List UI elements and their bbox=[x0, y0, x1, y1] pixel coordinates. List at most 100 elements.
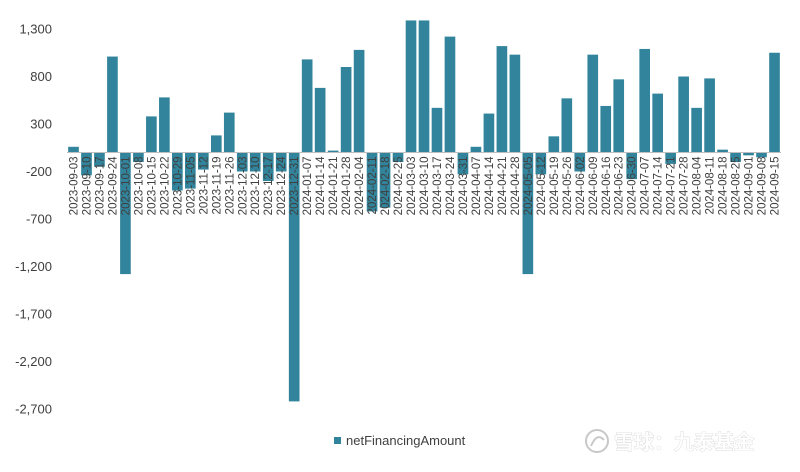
x-tick-label: 2024-07-21 bbox=[666, 157, 678, 216]
x-tick-label: 2024-07-07 bbox=[640, 157, 652, 216]
x-tick-label: 2023-12-24 bbox=[276, 156, 288, 215]
bar bbox=[561, 98, 573, 153]
legend-label: netFinancingAmount bbox=[346, 433, 466, 448]
bar bbox=[730, 152, 741, 162]
x-tick-label: 2023-11-12 bbox=[198, 157, 210, 215]
y-tick-label: 800 bbox=[30, 69, 52, 84]
x-tick-label: 2024-01-28 bbox=[341, 157, 353, 216]
bars bbox=[68, 20, 780, 402]
x-tick-label: 2024-08-18 bbox=[718, 157, 730, 216]
bar bbox=[691, 107, 702, 153]
bar bbox=[626, 152, 638, 180]
x-tick-label: 2024-03-31 bbox=[458, 157, 470, 216]
legend: netFinancingAmount bbox=[334, 433, 466, 448]
x-tick-label: 2024-02-11 bbox=[367, 157, 379, 215]
watermark-text: 雪球：九泰基金 bbox=[614, 430, 755, 454]
snowball-logo-icon bbox=[585, 429, 609, 453]
bar bbox=[431, 107, 443, 153]
bar bbox=[639, 48, 651, 153]
bar bbox=[587, 54, 599, 153]
x-tick-label: 2023-10-22 bbox=[159, 157, 171, 216]
bar bbox=[574, 152, 586, 172]
y-axis: 1,300 800 300 -200 -700 -1,200 -1,700 -2,200 -2,… bbox=[15, 22, 52, 417]
bar bbox=[210, 135, 222, 153]
y-tick-label: 300 bbox=[30, 117, 52, 132]
x-tick-label: 2024-03-10 bbox=[419, 157, 431, 216]
x-tick-label: 2024-08-25 bbox=[731, 157, 743, 216]
x-tick-label: 2023-11-26 bbox=[224, 157, 236, 215]
y-tick-label: -1,200 bbox=[15, 259, 52, 274]
y-tick-label: -2,700 bbox=[15, 402, 52, 417]
bar bbox=[717, 149, 728, 153]
x-tick-label: 2023-12-03 bbox=[237, 157, 249, 216]
x-tick-label: 2024-02-04 bbox=[354, 156, 366, 215]
bar bbox=[301, 59, 313, 153]
x-tick-label: 2024-06-23 bbox=[614, 157, 626, 216]
y-tick-label: -200 bbox=[26, 164, 52, 179]
x-tick-label: 2024-03-24 bbox=[445, 156, 457, 215]
bar bbox=[366, 152, 378, 212]
x-axis-tick-labels: 2023-09-03 2023-09-10 2023-09-17 2023-09-24… bbox=[68, 156, 781, 215]
x-tick-label: 2024-05-12 bbox=[536, 157, 548, 216]
x-tick-label: 2024-02-25 bbox=[393, 157, 405, 216]
bar bbox=[146, 116, 157, 153]
y-tick-label: -1,700 bbox=[15, 307, 52, 322]
bar bbox=[288, 152, 300, 402]
x-tick-label: 2024-08-04 bbox=[692, 156, 704, 215]
x-tick-label: 2024-01-21 bbox=[328, 157, 340, 216]
bar bbox=[522, 152, 534, 275]
legend-swatch bbox=[334, 437, 341, 444]
x-tick-label: 2023-10-01 bbox=[120, 157, 132, 216]
x-tick-label: 2024-05-26 bbox=[562, 157, 574, 216]
x-tick-label: 2024-06-16 bbox=[601, 157, 613, 216]
x-tick-label: 2024-08-11 bbox=[705, 157, 717, 215]
bar bbox=[172, 152, 183, 191]
x-tick-label: 2024-09-15 bbox=[770, 157, 782, 216]
bar bbox=[223, 112, 235, 153]
x-tick-label: 2024-01-14 bbox=[315, 156, 327, 215]
bar bbox=[444, 36, 456, 153]
bar bbox=[197, 152, 209, 170]
bar bbox=[496, 46, 508, 153]
bar bbox=[94, 152, 105, 167]
x-tick-label: 2024-06-02 bbox=[575, 157, 587, 216]
bar bbox=[353, 49, 365, 153]
x-tick-label: 2023-12-31 bbox=[289, 157, 301, 216]
x-tick-label: 2024-04-07 bbox=[471, 157, 483, 216]
x-tick-label: 2023-12-10 bbox=[250, 157, 262, 216]
bar bbox=[249, 152, 261, 172]
x-tick-label: 2023-11-05 bbox=[185, 157, 197, 215]
x-tick-label: 2023-10-15 bbox=[146, 157, 158, 216]
x-tick-label: 2023-09-03 bbox=[68, 157, 80, 216]
bar bbox=[107, 56, 118, 153]
bar bbox=[756, 152, 767, 158]
bar bbox=[81, 152, 92, 176]
x-tick-label: 2024-04-28 bbox=[510, 157, 522, 216]
bar bbox=[275, 152, 287, 172]
x-tick-label: 2023-09-24 bbox=[107, 156, 119, 215]
bar bbox=[665, 152, 676, 164]
bar bbox=[262, 152, 274, 181]
bar bbox=[457, 152, 469, 175]
bar bbox=[327, 150, 339, 153]
bar bbox=[379, 152, 391, 208]
bar bbox=[483, 113, 495, 153]
x-tick-label: 2024-03-17 bbox=[432, 157, 444, 216]
bar bbox=[652, 93, 663, 153]
x-tick-label: 2024-04-14 bbox=[484, 156, 496, 215]
x-tick-label: 2024-07-14 bbox=[653, 156, 665, 215]
x-tick-label: 2024-06-30 bbox=[627, 157, 639, 216]
bar bbox=[613, 79, 625, 153]
x-tick-label: 2024-07-28 bbox=[679, 157, 691, 216]
bar bbox=[769, 52, 780, 153]
x-tick-label: 2024-01-07 bbox=[302, 157, 314, 216]
x-tick-label: 2024-04-21 bbox=[497, 157, 509, 216]
x-tick-label: 2023-09-17 bbox=[94, 157, 106, 216]
bar bbox=[133, 152, 144, 162]
bar bbox=[600, 105, 612, 153]
x-tick-label: 2024-09-01 bbox=[744, 157, 756, 216]
y-tick-label: -2,200 bbox=[15, 354, 52, 369]
x-tick-label: 2024-03-03 bbox=[406, 157, 418, 216]
bar bbox=[405, 20, 417, 153]
